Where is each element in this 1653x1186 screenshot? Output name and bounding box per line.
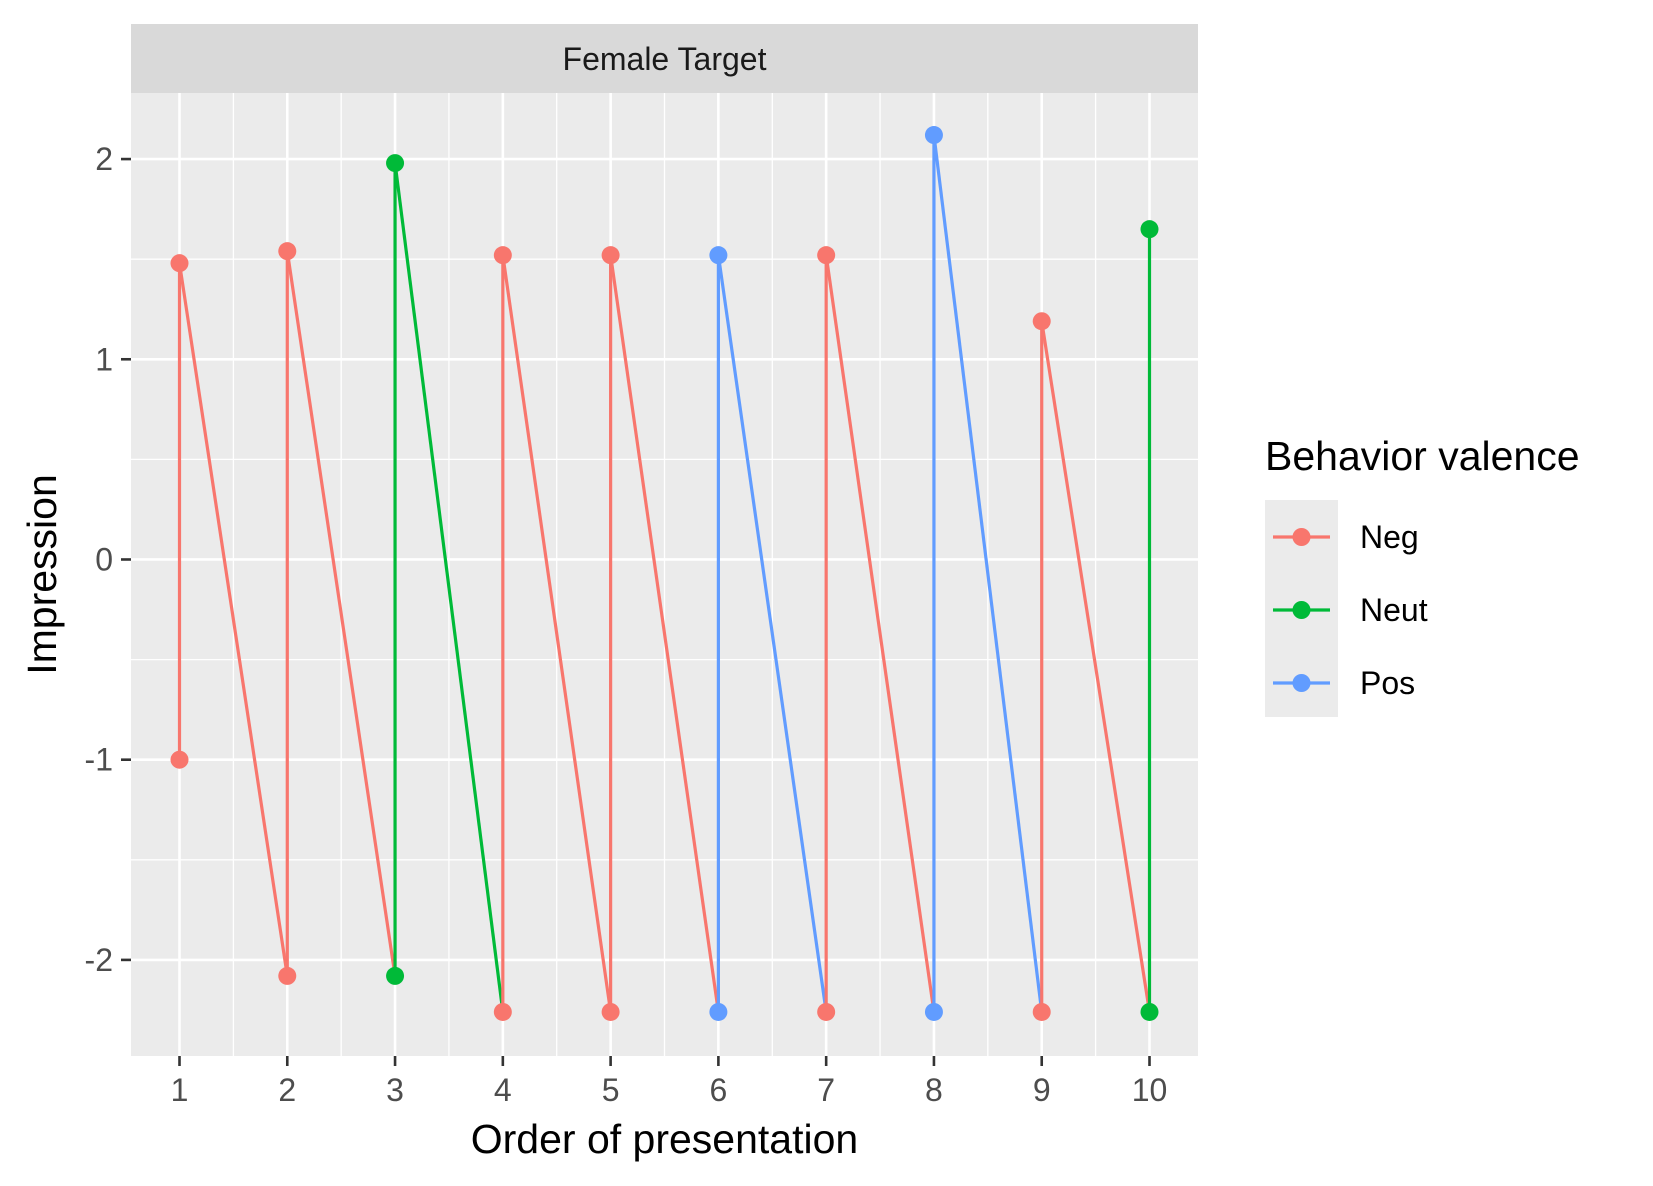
data-point-neg [493, 246, 512, 265]
data-point-neg [1032, 1002, 1051, 1021]
y-tick-label: -2 [85, 942, 113, 978]
data-point-pos [924, 126, 943, 145]
data-point-neg [817, 1002, 836, 1021]
series-segment-pos [716, 254, 828, 1013]
x-axis-title: Order of presentation [471, 1116, 858, 1162]
data-point-neg [278, 966, 297, 985]
legend-key-point [1292, 528, 1311, 546]
data-point-neut [1140, 220, 1159, 239]
x-tick-label: 10 [1132, 1072, 1168, 1108]
series-segment-neg [177, 262, 289, 977]
y-tick-label: 0 [95, 541, 113, 577]
x-tick-label: 5 [602, 1072, 620, 1108]
x-tick-label: 1 [171, 1072, 189, 1108]
x-tick-label: 2 [278, 1072, 296, 1108]
x-tick-label: 4 [494, 1072, 512, 1108]
series-segment-neg [824, 254, 936, 1013]
grid-minor [131, 93, 1198, 1061]
series-layer [177, 134, 1152, 1013]
x-tick-label: 6 [709, 1072, 727, 1108]
data-point-neut [386, 966, 405, 985]
points-layer [170, 126, 1159, 1021]
y-axis-title: Impression [19, 474, 65, 675]
data-point-neg [170, 750, 189, 769]
y-tick-label: 1 [95, 341, 113, 377]
x-tick-label: 9 [1033, 1072, 1051, 1108]
legend-title: Behavior valence [1265, 433, 1580, 479]
y-axis: -2 -1 0 1 2 [85, 141, 131, 978]
data-point-neg [817, 246, 836, 265]
data-point-neg [1032, 312, 1051, 331]
data-point-pos [709, 1002, 728, 1021]
data-point-neut [386, 154, 405, 173]
x-axis: 1 2 3 4 5 6 7 8 9 10 [171, 1056, 1168, 1108]
facet-strip [131, 24, 1198, 93]
legend-key-point [1292, 674, 1311, 692]
data-point-neut [1140, 1002, 1159, 1021]
legend-label-pos: Pos [1360, 665, 1415, 701]
x-tick-label: 8 [925, 1072, 943, 1108]
facet-title: Female Target [563, 41, 767, 77]
y-tick-label: 2 [95, 141, 113, 177]
legend-label-neut: Neut [1360, 592, 1428, 628]
legend-key-point [1292, 601, 1311, 619]
series-segment-neg [285, 250, 397, 977]
legend-label-neg: Neg [1360, 519, 1419, 555]
legend-entries: Neg Neut Pos [1273, 519, 1428, 701]
series-segment-neut [393, 162, 505, 1013]
series-segment-neg [609, 254, 720, 1013]
data-point-neg [170, 254, 189, 273]
x-tick-label: 3 [386, 1072, 404, 1108]
data-point-neg [278, 242, 297, 261]
legend: Behavior valence Neg Neut Pos [1265, 433, 1580, 717]
data-point-neg [493, 1002, 512, 1021]
data-point-neg [601, 246, 620, 265]
series-segment-neg [1040, 320, 1152, 1013]
x-tick-label: 7 [817, 1072, 835, 1108]
data-point-pos [709, 246, 728, 265]
series-segment-pos [932, 134, 1044, 1013]
data-point-neg [601, 1002, 620, 1021]
series-segment-neg [501, 254, 613, 1013]
y-tick-label: -1 [85, 742, 113, 778]
data-point-pos [924, 1002, 943, 1021]
